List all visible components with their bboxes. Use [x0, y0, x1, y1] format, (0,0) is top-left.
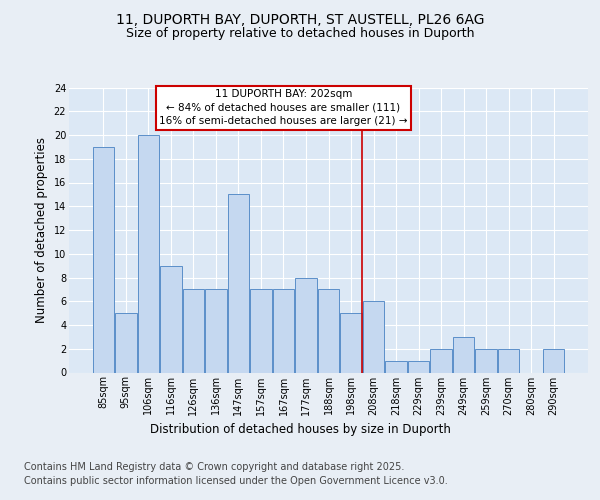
Text: Contains HM Land Registry data © Crown copyright and database right 2025.: Contains HM Land Registry data © Crown c…	[24, 462, 404, 472]
Bar	[250, 290, 272, 372]
Bar	[453, 337, 475, 372]
Bar	[273, 290, 294, 372]
Text: 11, DUPORTH BAY, DUPORTH, ST AUSTELL, PL26 6AG: 11, DUPORTH BAY, DUPORTH, ST AUSTELL, PL…	[116, 12, 484, 26]
Bar	[228, 194, 249, 372]
Text: Contains public sector information licensed under the Open Government Licence v3: Contains public sector information licen…	[24, 476, 448, 486]
Bar	[115, 313, 137, 372]
Text: Size of property relative to detached houses in Duporth: Size of property relative to detached ho…	[126, 28, 474, 40]
Bar	[363, 301, 384, 372]
Bar	[543, 349, 565, 372]
Bar	[182, 290, 204, 372]
Bar	[408, 360, 429, 372]
Bar	[137, 135, 159, 372]
Text: 11 DUPORTH BAY: 202sqm
← 84% of detached houses are smaller (111)
16% of semi-de: 11 DUPORTH BAY: 202sqm ← 84% of detached…	[159, 90, 408, 126]
Bar	[160, 266, 182, 372]
Bar	[430, 349, 452, 372]
Text: Distribution of detached houses by size in Duporth: Distribution of detached houses by size …	[149, 422, 451, 436]
Bar	[475, 349, 497, 372]
Bar	[385, 360, 407, 372]
Y-axis label: Number of detached properties: Number of detached properties	[35, 137, 48, 323]
Bar	[205, 290, 227, 372]
Bar	[295, 278, 317, 372]
Bar	[498, 349, 520, 372]
Bar	[318, 290, 339, 372]
Bar	[340, 313, 362, 372]
Bar	[92, 147, 114, 372]
